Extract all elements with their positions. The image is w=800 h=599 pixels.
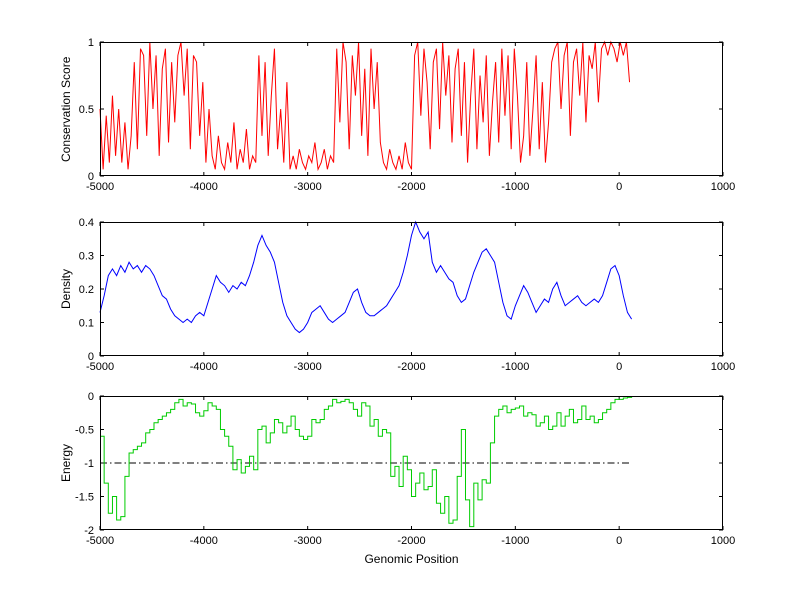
y-tick-label: -1.5	[75, 492, 94, 504]
x-tick-label: 0	[616, 181, 622, 193]
x-tick-label: -1000	[501, 361, 529, 373]
x-tick-label: -1000	[501, 535, 529, 547]
x-tick-label: -3000	[294, 181, 322, 193]
x-tick-label: 1000	[711, 181, 735, 193]
y-tick-label: 0	[88, 351, 94, 363]
series-line	[99, 220, 633, 334]
x-tick-label: -5000	[86, 181, 114, 193]
x-tick-label: 1000	[711, 535, 735, 547]
x-tick-label: -3000	[294, 361, 322, 373]
x-tick-label: -1000	[501, 181, 529, 193]
x-tick-label: -2000	[397, 535, 425, 547]
x-tick-label: -2000	[397, 361, 425, 373]
axes-box	[100, 222, 723, 356]
conservation-score-plot: -5000 -4000 -3000 -2000 -1000 0 1000 0 0.5 1	[79, 37, 736, 193]
series-line	[100, 396, 633, 528]
density-plot: -5000 -4000 -3000 -2000 -1000 0 1000 0 0.1 0.2 0.3…	[79, 217, 736, 373]
y-tick-label: 0.3	[79, 251, 94, 263]
x-tick-label: -4000	[190, 535, 218, 547]
y-tick-label: -1	[84, 458, 94, 470]
x-tick-label: 0	[616, 361, 622, 373]
x-tick-label: 0	[616, 535, 622, 547]
y-tick-label: 0.2	[79, 284, 94, 296]
ylabel-energy: Energy	[59, 443, 73, 483]
x-tick-label: -4000	[190, 181, 218, 193]
y-tick-label: -0.5	[75, 425, 94, 437]
xlabel-genomic-position: Genomic Position	[364, 552, 459, 566]
energy-plot: -5000 -4000 -3000 -2000 -1000 0 1000 -2 -1.5 -1 -0…	[75, 391, 735, 547]
series-line	[99, 40, 631, 172]
y-tick-label: 0	[88, 171, 94, 183]
x-tick-label: 1000	[711, 361, 735, 373]
x-tick-label: -3000	[294, 535, 322, 547]
y-tick-label: 0	[88, 391, 94, 403]
x-tick-label: -5000	[86, 361, 114, 373]
y-tick-label: -2	[84, 525, 94, 537]
y-tick-label: 0.1	[79, 318, 94, 330]
ylabel-density: Density	[59, 269, 73, 310]
x-tick-label: -2000	[397, 181, 425, 193]
axes-box	[100, 396, 723, 530]
axes-box	[100, 42, 723, 176]
x-tick-label: -4000	[190, 361, 218, 373]
ylabel-conservation-score: Conservation Score	[59, 56, 73, 162]
x-tick-label: -5000	[86, 535, 114, 547]
y-tick-label: 0.5	[79, 104, 94, 116]
y-tick-label: 1	[88, 37, 94, 49]
y-tick-label: 0.4	[79, 217, 94, 229]
